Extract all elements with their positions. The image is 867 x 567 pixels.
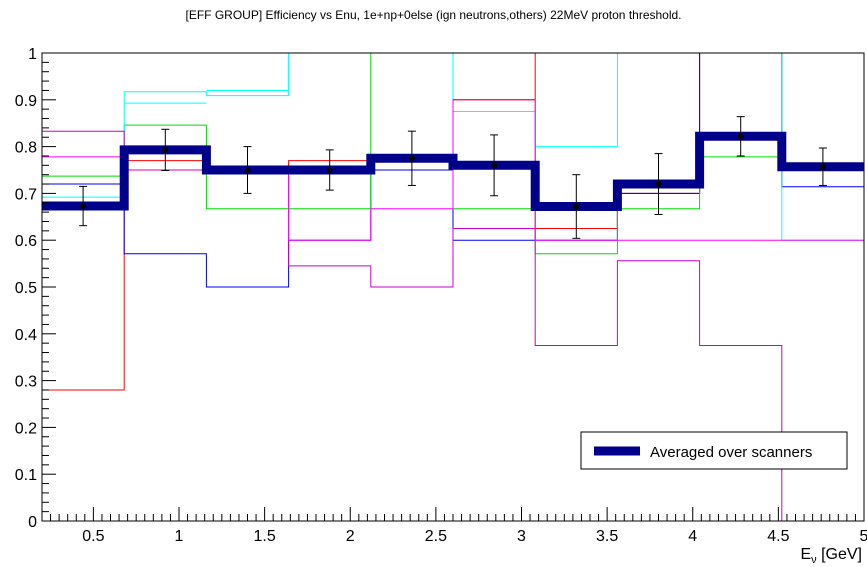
data-point (818, 147, 827, 186)
data-point (79, 185, 88, 227)
y-tick-label: 0.2 (15, 420, 37, 437)
data-point (736, 116, 745, 157)
y-tick-label: 0.9 (15, 93, 37, 110)
y-tick-label: 0.4 (15, 327, 37, 344)
y-tick-label: 0.7 (15, 186, 37, 203)
x-tick-label: 0.5 (82, 528, 104, 545)
data-point (325, 149, 334, 191)
legend: Averaged over scanners (580, 431, 848, 470)
data-point (572, 174, 581, 239)
x-tick-label: 3.5 (596, 528, 618, 545)
average-line (42, 131, 864, 211)
data-point (490, 134, 499, 197)
x-tick-label: 1.5 (254, 528, 276, 545)
y-tick-label: 0.3 (15, 374, 37, 391)
x-tick-label: 3 (517, 528, 526, 545)
x-tick-label: 4.5 (767, 528, 789, 545)
legend-label: Averaged over scanners (650, 444, 812, 461)
y-tick-label: 0.8 (15, 140, 37, 157)
x-tick-label: 2.5 (425, 528, 447, 545)
x-tick-label: 2 (346, 528, 355, 545)
y-tick-label: 0.5 (15, 280, 37, 297)
data-point (161, 128, 170, 171)
chart-title: [EFF GROUP] Efficiency vs Enu, 1e+np+0el… (185, 8, 682, 22)
x-tick-label: 5 (860, 528, 867, 545)
x-axis-label: Eν [GeV] (800, 546, 862, 566)
y-tick-label: 0 (28, 514, 37, 531)
x-tick-label: 4 (688, 528, 697, 545)
data-point (243, 146, 252, 194)
data-point (407, 130, 416, 186)
y-tick-label: 0.1 (15, 467, 37, 484)
x-tick-label: 1 (175, 528, 184, 545)
data-point (654, 153, 663, 215)
y-tick-label: 0.6 (15, 233, 37, 250)
y-tick-label: 1 (28, 46, 37, 63)
